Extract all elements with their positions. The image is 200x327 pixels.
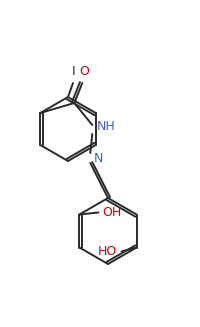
Text: OH: OH xyxy=(102,206,122,219)
Text: O: O xyxy=(79,65,89,78)
Text: I: I xyxy=(72,65,76,78)
Text: NH: NH xyxy=(96,121,115,133)
Text: N: N xyxy=(93,151,103,164)
Text: HO: HO xyxy=(97,245,117,258)
